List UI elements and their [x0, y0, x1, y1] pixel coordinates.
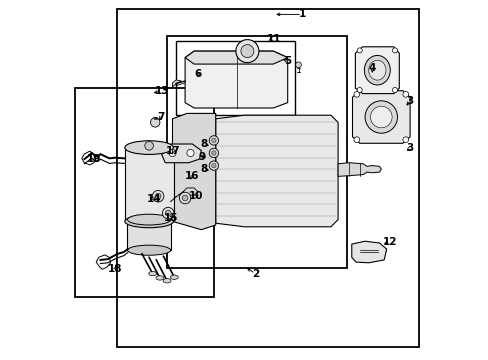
Ellipse shape [124, 215, 173, 228]
Text: 15: 15 [163, 213, 178, 223]
Circle shape [182, 195, 187, 201]
Ellipse shape [368, 60, 385, 80]
Polygon shape [215, 115, 337, 227]
Circle shape [235, 40, 258, 63]
Circle shape [209, 148, 218, 158]
Text: 17: 17 [165, 146, 180, 156]
Circle shape [353, 91, 359, 97]
Bar [127, 220, 170, 250]
Circle shape [209, 136, 218, 145]
Text: 8: 8 [200, 164, 207, 174]
Ellipse shape [124, 141, 173, 154]
Polygon shape [185, 51, 287, 64]
Ellipse shape [365, 101, 397, 133]
Text: 18: 18 [107, 264, 122, 274]
Bar [75, 88, 213, 297]
Text: 6: 6 [194, 69, 201, 79]
Circle shape [392, 87, 397, 93]
Circle shape [241, 45, 253, 58]
Circle shape [150, 118, 160, 127]
Bar [117, 9, 418, 347]
Text: 3: 3 [406, 143, 413, 153]
Text: 16: 16 [184, 171, 199, 181]
Text: 8: 8 [200, 139, 207, 149]
Circle shape [179, 192, 190, 204]
Circle shape [165, 210, 171, 216]
Text: 3: 3 [406, 96, 413, 106]
Circle shape [392, 48, 397, 53]
Ellipse shape [156, 276, 163, 280]
Ellipse shape [364, 55, 389, 85]
Circle shape [162, 207, 174, 219]
Polygon shape [355, 47, 399, 94]
Text: 19: 19 [87, 154, 101, 164]
Polygon shape [172, 80, 181, 87]
Circle shape [295, 62, 301, 68]
Polygon shape [351, 241, 386, 263]
Ellipse shape [148, 271, 156, 276]
Text: 5: 5 [284, 56, 291, 66]
Circle shape [168, 149, 176, 157]
Text: 4: 4 [368, 63, 375, 73]
Polygon shape [337, 163, 381, 176]
Ellipse shape [127, 214, 170, 225]
Circle shape [211, 151, 216, 155]
Polygon shape [185, 51, 287, 108]
Bar [167, 36, 346, 268]
Circle shape [155, 193, 161, 199]
Circle shape [186, 149, 194, 157]
Ellipse shape [163, 279, 171, 283]
Circle shape [356, 87, 362, 93]
Circle shape [353, 137, 359, 143]
Bar [125, 148, 173, 221]
Ellipse shape [170, 275, 178, 279]
Text: 1: 1 [298, 9, 305, 19]
Text: 2: 2 [251, 269, 258, 279]
Text: 10: 10 [188, 191, 203, 201]
Text: 9: 9 [199, 152, 205, 162]
Text: 12: 12 [382, 237, 397, 247]
Bar [176, 41, 294, 115]
Circle shape [144, 141, 153, 150]
Text: 13: 13 [155, 86, 169, 96]
Circle shape [211, 163, 216, 168]
Text: 7: 7 [157, 112, 164, 122]
Circle shape [211, 138, 216, 143]
Polygon shape [172, 113, 215, 230]
Circle shape [402, 91, 408, 97]
Circle shape [152, 190, 163, 202]
Ellipse shape [370, 106, 391, 128]
Text: 11: 11 [266, 33, 281, 44]
Polygon shape [183, 188, 197, 195]
Ellipse shape [127, 245, 170, 255]
Polygon shape [352, 91, 409, 143]
Circle shape [209, 161, 218, 170]
Circle shape [356, 48, 362, 53]
Text: 14: 14 [146, 194, 161, 204]
Polygon shape [162, 144, 201, 163]
Circle shape [402, 137, 408, 143]
